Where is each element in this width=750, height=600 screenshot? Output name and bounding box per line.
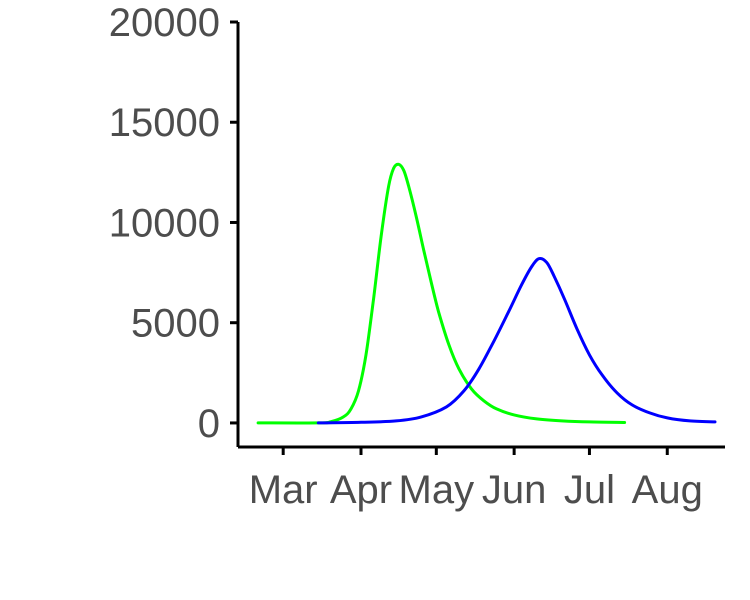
series-line-2 [316,256,717,425]
x-tick-label: Jun [482,468,547,512]
x-tick-label: Mar [249,468,318,512]
x-tick-label: Aug [632,468,703,512]
series-line-1 [256,162,627,425]
series-layer [256,162,717,425]
axes: 0 5000 10000 15000 20000 Mar Apr May Jun Jul Aug [109,1,725,512]
y-tick-label: 20000 [109,1,220,45]
x-tick-label: May [399,468,475,512]
x-tick-label: Jul [564,468,615,512]
y-tick-label: 15000 [109,101,220,145]
y-tick-label: 10000 [109,201,220,245]
y-tick-label: 5000 [131,302,220,346]
x-tick-label: Apr [330,468,392,512]
y-tick-label: 0 [198,402,220,446]
